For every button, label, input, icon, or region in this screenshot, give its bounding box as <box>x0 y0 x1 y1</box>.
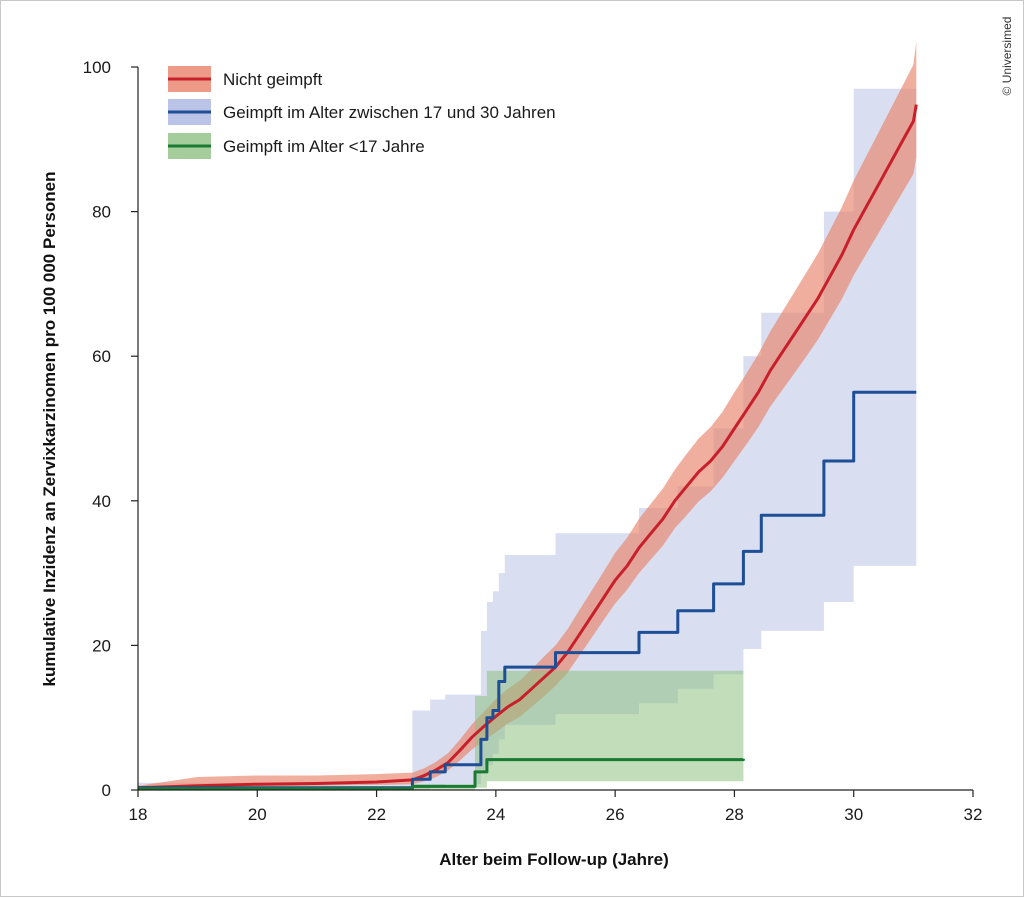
y-tick-label: 60 <box>92 347 111 366</box>
x-tick-label: 24 <box>486 805 505 824</box>
x-tick-label: 30 <box>844 805 863 824</box>
legend: Nicht geimpft Geimpft im Alter zwischen 1… <box>168 66 556 159</box>
y-axis-title: kumulative Inzidenz an Zervixkarzinomen … <box>40 172 59 687</box>
x-tick-label: 32 <box>964 805 983 824</box>
copyright-text: © Universimed <box>1000 17 1014 96</box>
series-line-2 <box>138 390 917 790</box>
y-tick-label: 100 <box>83 58 111 77</box>
confidence-band-2 <box>138 88 917 790</box>
x-tick-label: 22 <box>367 805 386 824</box>
x-axis-title: Alter beim Follow-up (Jahre) <box>439 850 669 869</box>
y-tick-label: 80 <box>92 203 111 222</box>
legend-label-1: Nicht geimpft <box>223 70 322 89</box>
legend-label-2: Geimpft im Alter zwischen 17 und 30 Jahr… <box>223 103 556 122</box>
y-tick-label: 40 <box>92 492 111 511</box>
axes: 18 20 22 24 26 28 30 32 0 20 40 60 80 100 <box>83 58 983 824</box>
x-tick-label: 28 <box>725 805 744 824</box>
series-line-1 <box>137 104 918 790</box>
y-tick-label: 20 <box>92 636 111 655</box>
x-tick-label: 18 <box>129 805 148 824</box>
x-tick-label: 20 <box>248 805 267 824</box>
incidence-lines <box>137 104 918 791</box>
confidence-band-1 <box>138 41 917 790</box>
x-tick-label: 26 <box>606 805 625 824</box>
legend-label-3: Geimpft im Alter <17 Jahre <box>223 137 425 156</box>
y-tick-label: 0 <box>102 781 111 800</box>
series-line-3 <box>138 758 745 791</box>
